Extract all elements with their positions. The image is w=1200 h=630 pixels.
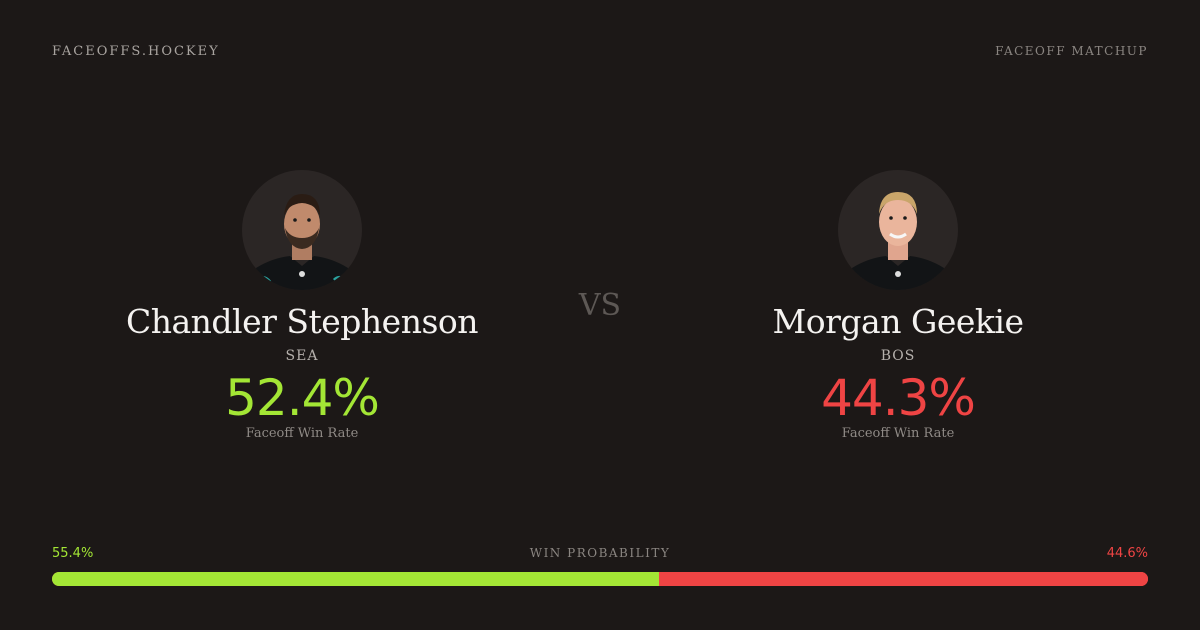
win-probability-fill-right [659,572,1148,586]
win-probability-left-value: 55.4% [52,546,94,561]
player-card-right: Morgan Geekie BOS 44.3% Faceoff Win Rate [678,170,1118,441]
faceoff-win-rate: 44.3% [821,369,976,427]
player-headshot-icon [242,170,362,290]
win-probability-fill-left [52,572,660,586]
player-team: BOS [880,348,916,364]
player-name: Morgan Geekie [772,302,1024,341]
site-brand: FACEOFFS.HOCKEY [52,44,220,59]
player-card-left: Chandler Stephenson SEA 52.4% Faceoff Wi… [82,170,522,441]
win-probability-right-value: 44.6% [1106,546,1148,561]
faceoff-win-rate-label: Faceoff Win Rate [841,426,955,441]
player-name: Chandler Stephenson [125,302,479,341]
win-probability-bar [52,572,1148,586]
player-headshot-icon [838,170,958,290]
win-probability-title: WIN PROBABILITY [529,546,671,560]
faceoff-win-rate: 52.4% [225,369,380,427]
versus-label: VS [578,288,622,323]
player-team: SEA [285,348,319,364]
faceoff-win-rate-label: Faceoff Win Rate [245,426,359,441]
page-context-label: FACEOFF MATCHUP [995,44,1148,58]
